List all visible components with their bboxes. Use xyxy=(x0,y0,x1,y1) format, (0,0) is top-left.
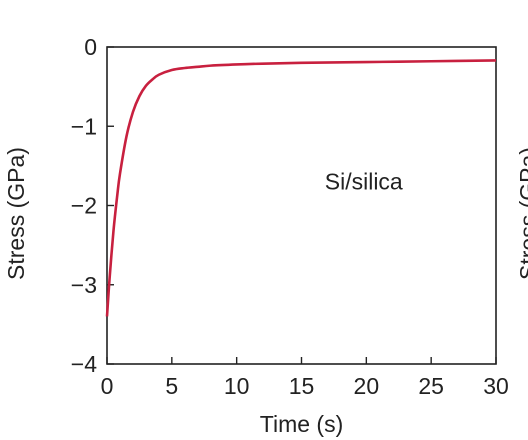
x-tick-label: 30 xyxy=(483,373,509,399)
plot-frame xyxy=(106,46,497,365)
y-tick-label: −4 xyxy=(71,351,97,377)
x-tick-label: 20 xyxy=(354,373,380,399)
x-tick-label: 25 xyxy=(418,373,444,399)
y-axis-title: Stress (GPa) xyxy=(3,147,29,280)
x-tick-label: 0 xyxy=(101,373,114,399)
x-axis-title: Time (s) xyxy=(260,411,343,437)
right-panel-ylabel-fragment: Stress (GPa) xyxy=(515,147,528,280)
series-line-0 xyxy=(105,59,497,317)
y-tick-label: −2 xyxy=(71,193,97,219)
y-tick-label: 0 xyxy=(84,34,97,60)
x-tick-label: 5 xyxy=(165,373,178,399)
x-tick-label: 15 xyxy=(289,373,315,399)
y-tick-label: −1 xyxy=(71,113,97,139)
series-annotation: Si/silica xyxy=(325,169,403,195)
y-tick-label: −3 xyxy=(71,272,97,298)
x-tick-label: 10 xyxy=(224,373,250,399)
